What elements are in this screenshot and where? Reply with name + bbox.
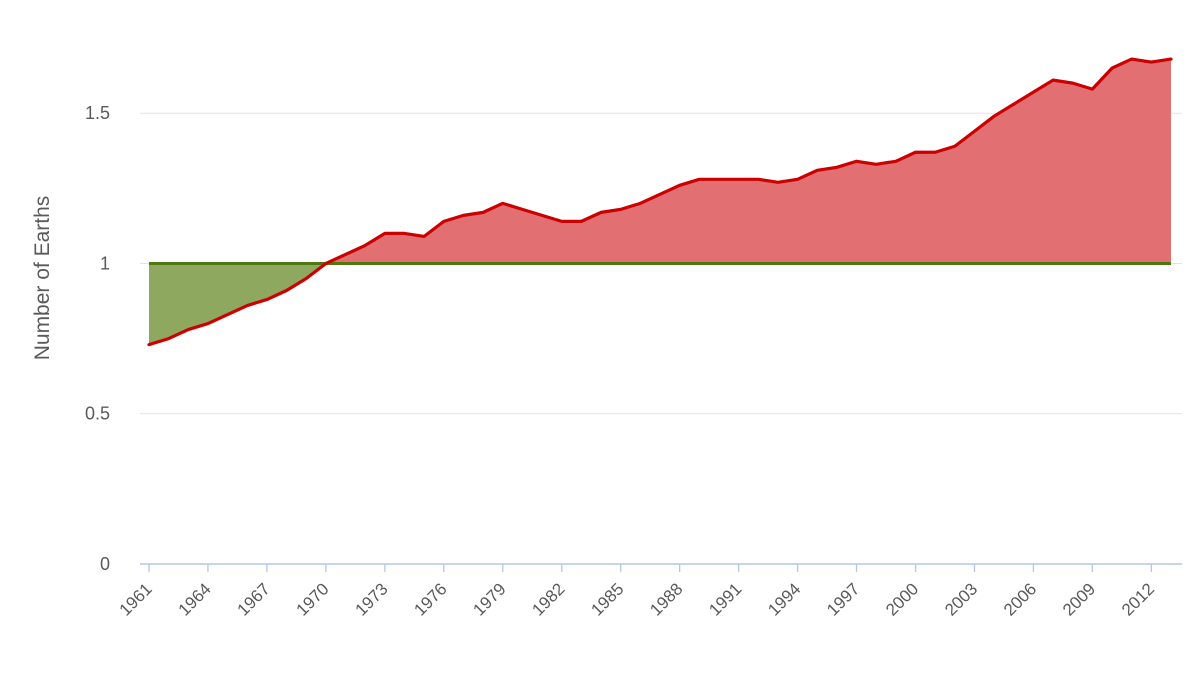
x-tick-label: 1982 — [528, 579, 568, 619]
x-tick-label: 1967 — [234, 579, 274, 619]
overshoot-area — [149, 59, 1171, 264]
x-tick-label: 1961 — [116, 579, 156, 619]
x-tick-label: 2003 — [941, 579, 981, 619]
line-layer — [147, 57, 1173, 347]
x-tick-label: 1994 — [764, 579, 804, 619]
x-tick-label: 1964 — [175, 579, 215, 619]
x-tick-label: 1991 — [705, 579, 745, 619]
y-tick-label: 1.5 — [85, 103, 110, 123]
x-tick-label: 2006 — [1000, 579, 1040, 619]
y-tick-label: 1 — [100, 253, 110, 273]
y-tick-label: 0.5 — [85, 404, 110, 424]
x-tick-label: 1976 — [410, 579, 450, 619]
x-tick-label: 2009 — [1059, 579, 1099, 619]
area-layer — [149, 59, 1171, 345]
x-tick-label: 2000 — [882, 579, 922, 619]
x-tick-label: 1985 — [587, 579, 627, 619]
x-tick-label: 1970 — [293, 579, 333, 619]
y-axis-title: Number of Earths — [31, 196, 54, 361]
x-tick-label: 2012 — [1118, 579, 1158, 619]
reserve-area — [149, 263, 1171, 345]
x-tick-label: 1988 — [646, 579, 686, 619]
y-tick-label: 0 — [100, 554, 110, 574]
x-tick-label: 1979 — [469, 579, 509, 619]
axis-layer — [140, 563, 1182, 572]
x-tick-label: 1997 — [823, 579, 863, 619]
x-tick-label: 1973 — [351, 579, 391, 619]
